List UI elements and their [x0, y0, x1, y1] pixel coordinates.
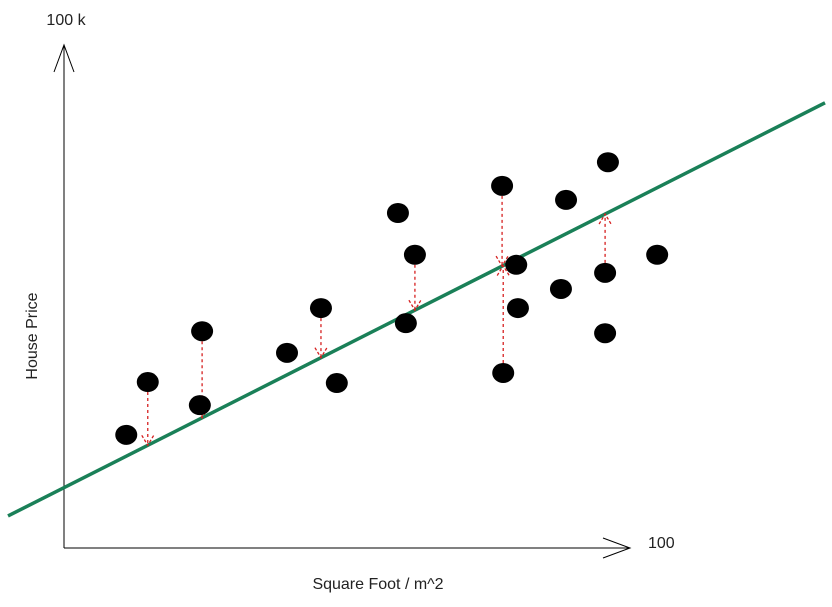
data-point — [191, 321, 214, 342]
data-point — [403, 244, 426, 265]
residual-part — [408, 299, 422, 312]
residual-part — [496, 264, 510, 276]
data-point — [115, 424, 138, 445]
data-point — [394, 313, 417, 334]
residual-part — [314, 347, 328, 359]
data-point — [491, 175, 514, 196]
data-point — [276, 342, 299, 363]
trend-line — [7, 101, 826, 518]
data-point — [549, 278, 572, 299]
data-point — [309, 298, 332, 319]
residual-part — [141, 434, 155, 447]
data-point — [594, 262, 617, 283]
data-point — [136, 372, 159, 393]
y-tick-label: 100 k — [46, 12, 86, 29]
residual-part — [598, 212, 612, 225]
residual — [408, 264, 422, 312]
data-point — [188, 395, 211, 416]
data-point — [555, 189, 578, 210]
residual — [598, 212, 612, 263]
x-axis-arrow — [602, 537, 632, 559]
y-axis-label: House Price — [24, 292, 41, 379]
residual — [495, 195, 509, 268]
residual-part — [195, 407, 209, 420]
data-point — [505, 254, 528, 275]
x-tick-label: 100 — [648, 535, 675, 552]
data-point — [646, 244, 669, 265]
residual — [496, 264, 510, 363]
residual — [195, 341, 209, 420]
residual — [314, 318, 328, 359]
residual-part — [495, 255, 509, 268]
data-point — [386, 203, 409, 224]
y-axis-arrow — [53, 43, 75, 73]
data-point — [594, 323, 617, 344]
x-axis-label: Square Foot / m^2 — [312, 576, 443, 593]
data-point — [492, 362, 515, 383]
data-point — [596, 152, 619, 173]
data-point — [325, 373, 348, 394]
data-point — [506, 298, 529, 319]
residual — [141, 392, 155, 447]
